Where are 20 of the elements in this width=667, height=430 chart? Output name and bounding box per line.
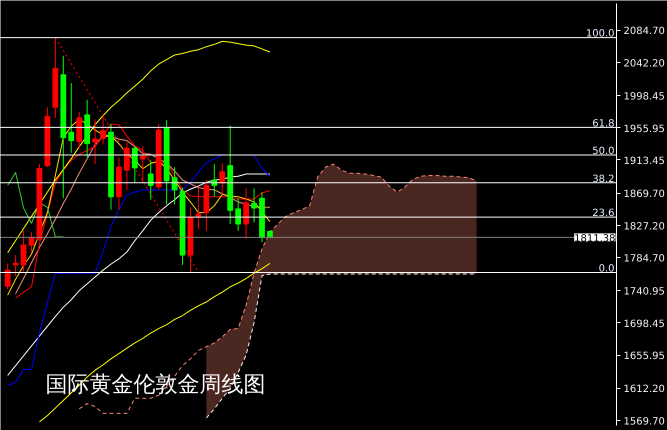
y-tick-label: 1740.95: [624, 286, 665, 298]
y-tick-label: 1998.45: [624, 92, 665, 103]
y-tick-label: 1869.70: [624, 189, 665, 200]
ref-line-label: 1811.38: [574, 233, 616, 244]
ref-line-label: 38.2: [592, 174, 614, 185]
y-tick-label: 1569.70: [624, 416, 665, 428]
y-tick-label: 2042.20: [624, 58, 665, 70]
ref-line-label: 0.0: [598, 264, 615, 275]
y-tick-label: 1955.95: [624, 124, 665, 135]
y-tick-label: 1655.95: [624, 351, 665, 362]
y-tick-label: 1612.20: [624, 384, 665, 396]
y-tick-label: 1698.45: [624, 318, 665, 330]
ref-line-label: 61.8: [592, 118, 614, 130]
y-tick-label: 1827.20: [624, 221, 665, 232]
ref-line-label: 100.0: [586, 28, 615, 40]
ref-line-label: 23.6: [592, 208, 614, 220]
ref-line-label: 50.0: [592, 146, 614, 158]
y-tick-label: 1784.70: [624, 254, 665, 265]
y-tick-label: 1913.45: [624, 156, 665, 167]
y-tick-label: 2084.70: [624, 26, 665, 38]
